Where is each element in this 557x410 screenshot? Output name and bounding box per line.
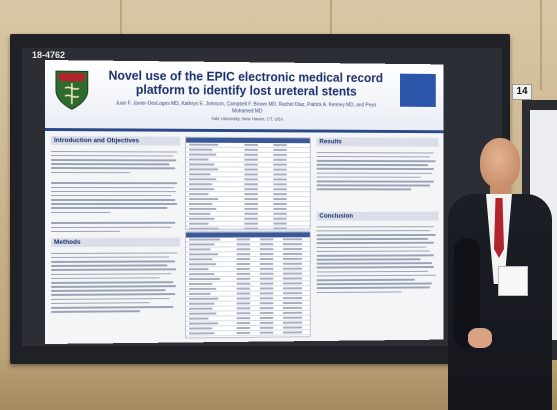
university-crest-icon <box>55 70 89 110</box>
wall-seam <box>330 0 332 34</box>
conclusion-text <box>316 223 437 295</box>
methods-heading: Methods <box>50 237 181 247</box>
hospital-logo-icon <box>400 73 436 107</box>
methods-text <box>50 249 179 315</box>
wall-seam <box>540 0 542 90</box>
poster-header: Novel use of the EPIC electronic medical… <box>45 60 444 134</box>
presenter-name-badge <box>498 266 528 296</box>
easel-number-tag: 14 <box>512 84 532 100</box>
results-table <box>185 231 311 339</box>
conclusion-heading: Conclusion <box>316 211 439 221</box>
presenter-head <box>480 138 520 188</box>
poster-authors: Juan F. Javier-DesLoges MD, Kathryn E. J… <box>115 100 377 115</box>
results-heading: Results <box>316 137 439 147</box>
poster-title: Novel use of the EPIC electronic medical… <box>108 68 384 99</box>
poster-affiliation: Yale University, New Haven, CT, USA <box>210 116 284 122</box>
demographics-table <box>185 136 311 232</box>
wall-seam <box>120 0 122 34</box>
presenter-hand <box>468 328 492 348</box>
results-text <box>316 149 437 193</box>
presenter <box>440 138 555 410</box>
intro-text <box>50 148 179 235</box>
presenter-tie <box>494 198 504 258</box>
research-poster: Novel use of the EPIC electronic medical… <box>45 60 444 344</box>
intro-heading: Introduction and Objectives <box>50 136 181 146</box>
poster-id: 18-4762 <box>32 50 66 60</box>
